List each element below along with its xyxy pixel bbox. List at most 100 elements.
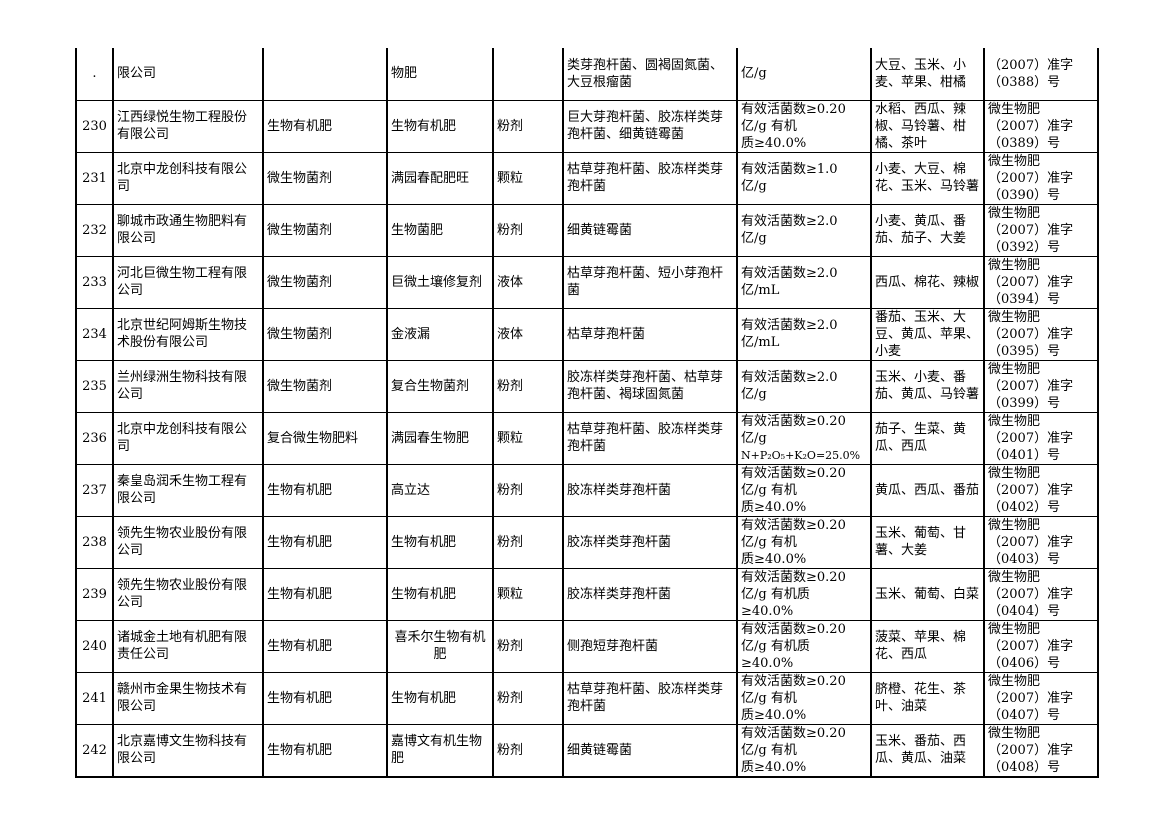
product-form: 颗粒: [497, 586, 524, 602]
company-cell: 北京世纪阿姆斯生物技术股份有限公司: [112, 307, 264, 361]
product-name: 嘉博文有机生物肥: [391, 734, 483, 766]
applicable-crops: 黄瓜、西瓜、番茄: [875, 482, 980, 498]
indicator-line: 有效活菌数≥2.0: [741, 318, 838, 333]
product-type-cell: 生物有机肥: [262, 567, 388, 621]
form-cell: 液体: [492, 307, 564, 361]
serial-number: 233: [82, 274, 107, 290]
registration-line: （0403）号: [988, 551, 1061, 567]
applicable-crops: 脐橙、花生、茶叶、油菜: [875, 682, 967, 714]
product-name: 生物有机肥: [391, 118, 457, 134]
indicator-line: 亿/g 有机质: [741, 638, 810, 654]
registration-line: （2007）准字: [988, 170, 1074, 186]
company-name: 诸城金土地有机肥有限责任公司: [117, 630, 248, 662]
table-row: 242 北京嘉博文生物科技有限公司 生物有机肥 嘉博文有机生物肥 粉剂 细黄链霉…: [75, 723, 1099, 778]
serial-number-cell: 231: [75, 151, 114, 205]
table-row: 236 北京中龙创科技有限公司 复合微生物肥料 满园春生物肥 颗粒 枯草芽孢杆菌…: [75, 411, 1099, 465]
product-name-cell: 生物有机肥: [386, 515, 494, 569]
serial-number: .: [92, 66, 97, 82]
effective-strains: 枯草芽孢杆菌: [567, 326, 646, 342]
registration-line: （0404）号: [988, 603, 1061, 619]
product-name: 生物有机肥: [391, 586, 457, 602]
indicator-line: ≥40.0%: [741, 655, 794, 671]
table-row: 239 领先生物农业股份有限公司 生物有机肥 生物有机肥 颗粒 胶冻样类芽孢杆菌…: [75, 567, 1099, 621]
serial-number: 236: [82, 430, 107, 446]
product-type-cell: 微生物菌剂: [262, 359, 388, 413]
registration-line: （2007）准字: [988, 638, 1074, 654]
indicator-line: 有效活菌数≥2.0: [741, 370, 838, 385]
indicator-line: 有效活菌数≥0.20: [741, 569, 846, 585]
effective-strains: 胶冻样类芽孢杆菌、枯草芽孢杆菌、褐球固氮菌: [567, 370, 724, 402]
product-type: 微生物菌剂: [267, 222, 333, 238]
company-name: 聊城市政通生物肥料有限公司: [117, 214, 248, 246]
product-type-cell: 生物有机肥: [262, 515, 388, 569]
product-name-cell: 高立达: [386, 463, 494, 517]
indicator-line: 有效活菌数≥0.20: [741, 673, 846, 689]
form-cell: 颗粒: [492, 411, 564, 465]
product-type-cell: 生物有机肥: [262, 463, 388, 517]
product-type-cell: 微生物菌剂: [262, 307, 388, 361]
strains-cell: 胶冻样类芽孢杆菌: [562, 515, 738, 569]
product-type: 生物有机肥: [267, 742, 333, 758]
crops-cell: 玉米、葡萄、甘薯、大姜: [870, 515, 985, 569]
applicable-crops: 玉米、葡萄、甘薯、大姜: [875, 526, 967, 558]
registration-line: （0394）号: [988, 291, 1061, 307]
product-type-cell: 微生物菌剂: [262, 255, 388, 309]
effective-strains: 细黄链霉菌: [567, 222, 633, 238]
company-cell: 江西绿悦生物工程股份有限公司: [112, 99, 264, 153]
product-name: 复合生物菌剂: [391, 378, 470, 394]
indicator-line: 亿/g 有机: [741, 534, 797, 550]
indicator-line: ≥40.0%: [741, 603, 794, 619]
indicator-line: N+P₂O₅+K₂O=25.0%: [741, 448, 861, 462]
indicator-line: 亿/g 有机质: [741, 586, 810, 602]
serial-number: 238: [82, 534, 107, 550]
indicator-line: 有效活菌数≥2.0: [741, 266, 838, 281]
effective-strains: 胶冻样类芽孢杆菌: [567, 482, 672, 498]
registration-cell: 微生物肥 （2007）准字 （0406）号: [983, 619, 1099, 673]
registration-line: （2007）准字: [988, 118, 1074, 134]
product-name: 高立达: [391, 482, 431, 498]
registration-line: 微生物肥: [988, 153, 1041, 169]
product-name-cell: 金液漏: [386, 307, 494, 361]
indicator-line: 亿/g: [741, 179, 767, 194]
registration-cell: （2007）准字 （0388）号: [983, 48, 1099, 101]
registration-cell: 微生物肥 （2007）准字 （0392）号: [983, 203, 1099, 257]
registration-line: （0401）号: [988, 447, 1061, 463]
registration-line: 微生物肥: [988, 517, 1041, 533]
registration-line: （0406）号: [988, 655, 1061, 671]
registration-line: （2007）准字: [988, 534, 1074, 550]
serial-number-cell: 237: [75, 463, 114, 517]
strains-cell: 细黄链霉菌: [562, 723, 738, 778]
registration-line: 微生物肥: [988, 569, 1041, 585]
company-cell: 诸城金土地有机肥有限责任公司: [112, 619, 264, 673]
company-cell: 领先生物农业股份有限公司: [112, 567, 264, 621]
registration-line: 微生物肥: [988, 257, 1041, 273]
registration-line: （2007）准字: [988, 274, 1074, 290]
registration-line: （2007）准字: [988, 690, 1074, 706]
registration-line: （2007）准字: [988, 742, 1074, 758]
product-type: 生物有机肥: [267, 638, 333, 654]
crops-cell: 小麦、黄瓜、番茄、茄子、大姜: [870, 203, 985, 257]
strains-cell: 枯草芽孢杆菌、短小芽孢杆菌: [562, 255, 738, 309]
product-form: 粉剂: [497, 742, 524, 758]
crops-cell: 玉米、葡萄、白菜: [870, 567, 985, 621]
table-row: 230 江西绿悦生物工程股份有限公司 生物有机肥 生物有机肥 粉剂 巨大芽孢杆菌…: [75, 99, 1099, 153]
indicator-line: 亿/g: [741, 387, 767, 402]
crops-cell: 玉米、小麦、番茄、黄瓜、马铃薯: [870, 359, 985, 413]
fertilizer-registration-table: . 限公司 物肥 类芽孢杆菌、圆褐固氮菌、大豆根瘤菌 亿/g 大豆、玉米、小麦、…: [75, 48, 1099, 778]
product-form: 粉剂: [497, 482, 524, 498]
form-cell: 颗粒: [492, 151, 564, 205]
indicators-cell: 有效活菌数≥2.0 亿/mL: [736, 307, 872, 361]
registration-line: 微生物肥: [988, 673, 1041, 689]
indicator-line: 有效活菌数≥0.20: [741, 413, 846, 429]
registration-line: （0402）号: [988, 499, 1061, 515]
strains-cell: 巨大芽孢杆菌、胶冻样类芽孢杆菌、细黄链霉菌: [562, 99, 738, 153]
form-cell: [492, 48, 564, 101]
strains-cell: 枯草芽孢杆菌、胶冻样类芽孢杆菌: [562, 411, 738, 465]
crops-cell: 茄子、生菜、黄瓜、西瓜: [870, 411, 985, 465]
serial-number-cell: .: [75, 48, 114, 101]
registration-line: （0392）号: [988, 239, 1061, 255]
